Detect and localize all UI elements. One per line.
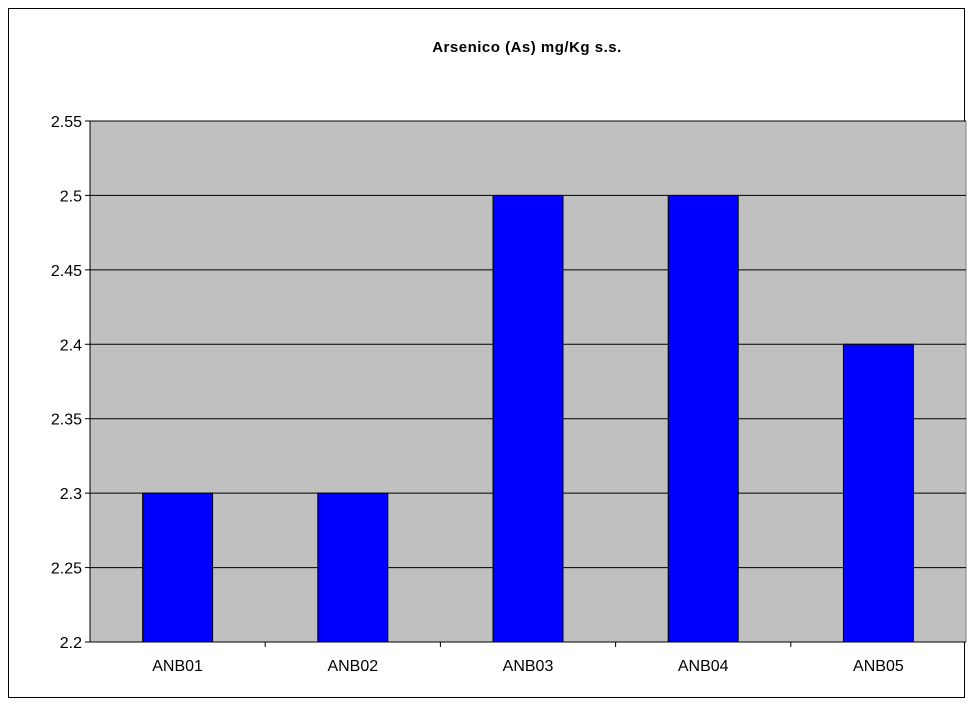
y-tick-label: 2.25 — [51, 561, 82, 578]
x-tick-label: ANB04 — [678, 658, 729, 675]
y-tick-label: 2.4 — [60, 337, 82, 354]
y-tick-label: 2.35 — [51, 412, 82, 429]
chart-title: Arsenico (As) mg/Kg s.s. — [432, 39, 622, 56]
y-tick-label: 2.45 — [51, 263, 82, 280]
x-tick-label: ANB01 — [152, 658, 203, 675]
x-tick-label: ANB05 — [853, 658, 904, 675]
bar — [667, 194, 739, 643]
x-tick-label: ANB02 — [327, 658, 378, 675]
y-tick-label: 2.5 — [60, 188, 82, 205]
y-tick-label: 2.2 — [60, 635, 82, 652]
bar — [842, 343, 914, 643]
bar — [492, 194, 564, 643]
y-tick-label: 2.55 — [51, 114, 82, 131]
bar — [317, 492, 389, 643]
y-tick-label: 2.3 — [60, 486, 82, 503]
x-tick-label: ANB03 — [503, 658, 554, 675]
bar — [142, 492, 214, 643]
plot-area: 2.2 2.25 2.3 2.35 2.4 2.45 2.5 2.55 ANB01 ANB02 AN… — [51, 114, 967, 675]
